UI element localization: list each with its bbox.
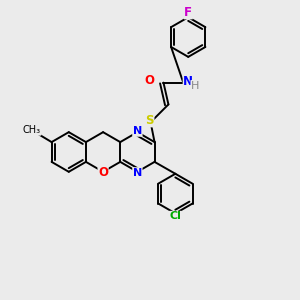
Text: N: N bbox=[183, 75, 193, 88]
Text: N: N bbox=[133, 126, 142, 136]
Text: O: O bbox=[98, 166, 108, 179]
Text: H: H bbox=[191, 81, 200, 91]
Text: O: O bbox=[145, 74, 154, 87]
Text: N: N bbox=[133, 168, 142, 178]
Text: F: F bbox=[184, 6, 192, 19]
Text: S: S bbox=[146, 114, 154, 127]
Text: Cl: Cl bbox=[169, 212, 181, 221]
Text: CH₃: CH₃ bbox=[23, 125, 41, 135]
